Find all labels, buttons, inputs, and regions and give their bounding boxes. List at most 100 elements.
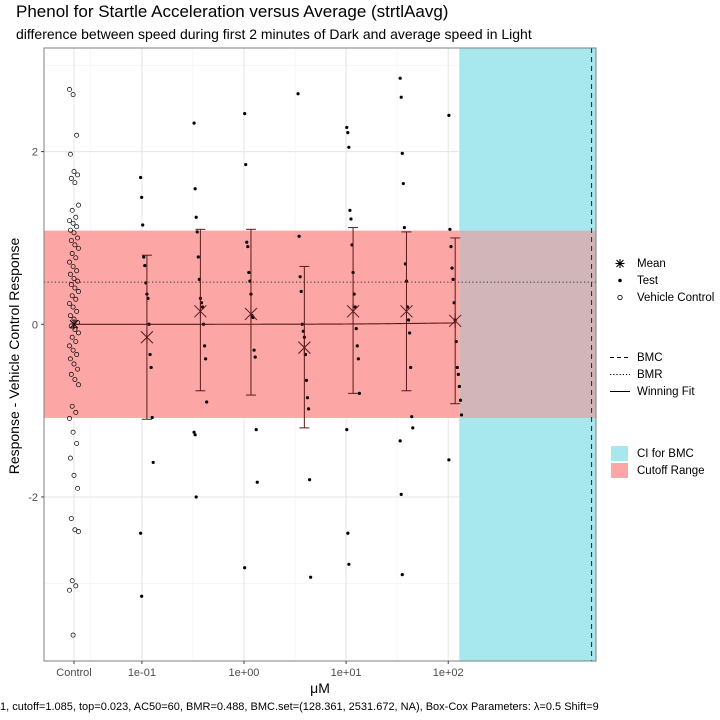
open-circle-icon — [617, 294, 623, 301]
plot-border — [43, 47, 597, 662]
test-point — [193, 433, 197, 437]
test-point — [447, 458, 451, 462]
test-point — [139, 175, 143, 180]
test-point — [304, 378, 309, 383]
test-point — [149, 365, 153, 370]
test-point — [244, 162, 248, 167]
test-point — [447, 113, 451, 117]
control-point — [70, 347, 76, 353]
winning-fit-curve — [74, 322, 456, 325]
legend-label-vehicle-control: Vehicle Control — [637, 291, 715, 304]
test-point — [448, 227, 452, 231]
control-point — [67, 313, 73, 319]
mean-marker — [400, 303, 413, 319]
test-point — [243, 566, 247, 570]
control-point — [68, 175, 74, 181]
control-point — [67, 301, 72, 307]
control-point — [71, 169, 77, 174]
control-point — [67, 86, 72, 92]
control-point — [72, 242, 78, 248]
test-point — [355, 344, 359, 348]
control-point — [73, 214, 79, 220]
test-point — [252, 348, 256, 352]
control-point — [67, 271, 73, 277]
test-point — [459, 413, 464, 417]
ci-swatch — [608, 445, 632, 462]
test-point — [406, 318, 411, 322]
test-point — [451, 277, 455, 281]
test-point — [400, 573, 404, 577]
control-point — [67, 218, 72, 224]
test-point — [306, 407, 311, 411]
test-point — [195, 230, 199, 234]
test-point — [245, 240, 249, 244]
x-axis-label: μM — [310, 680, 330, 696]
control-point — [67, 151, 73, 157]
legend-item-winning-fit: Winning Fit — [608, 383, 695, 400]
control-point — [71, 276, 77, 281]
control-point — [69, 403, 75, 409]
mean-marker — [244, 306, 258, 322]
test-point — [305, 396, 310, 400]
control-point — [67, 259, 72, 265]
control-point — [73, 296, 79, 302]
test-point — [347, 562, 351, 566]
x-tick-label: Control — [56, 667, 91, 679]
test-point — [458, 398, 463, 402]
control-point — [74, 308, 80, 314]
legend-label-winning-fit: Winning Fit — [637, 385, 695, 398]
control-point — [75, 278, 81, 284]
test-point — [456, 372, 460, 376]
test-point — [246, 244, 250, 249]
test-point — [253, 355, 257, 359]
test-point — [348, 208, 352, 212]
control-point — [72, 285, 78, 291]
test-point — [247, 270, 251, 275]
chart-subtitle: difference between speed during first 2 … — [16, 26, 532, 42]
dotted-line-icon — [610, 373, 630, 376]
control-point — [71, 230, 77, 236]
dashed-line-icon — [610, 356, 630, 359]
legend-label-bmr: BMR — [637, 368, 663, 381]
test-point — [140, 195, 144, 199]
test-point — [357, 391, 361, 395]
control-point — [68, 371, 74, 377]
legend-label-cutoff-range: Cutoff Range — [637, 464, 705, 477]
control-mean-marker — [69, 319, 79, 330]
control-point — [73, 339, 79, 344]
control-point — [67, 587, 72, 593]
test-point — [148, 352, 152, 357]
y-tick-label: 2 — [32, 147, 38, 159]
control-point — [70, 92, 76, 98]
control-point — [68, 516, 74, 521]
test-point — [455, 365, 459, 370]
x-tick-label: 1e+00 — [229, 667, 260, 679]
test-point — [142, 255, 146, 259]
legend-item-ci-for-bmc: CI for BMC — [608, 445, 694, 462]
test-point — [141, 223, 145, 227]
test-point — [205, 400, 209, 404]
control-point — [71, 361, 77, 367]
test-point — [140, 594, 144, 598]
control-point — [70, 304, 76, 310]
legend-item-test: Test — [608, 272, 658, 289]
legend-item-cutoff-range: Cutoff Range — [608, 462, 705, 479]
test-point — [410, 415, 414, 419]
control-point — [76, 245, 81, 251]
legend-item-mean: Mean — [608, 255, 666, 272]
control-point — [67, 415, 72, 421]
control-point — [73, 409, 79, 415]
control-point — [69, 251, 75, 256]
control-point — [72, 377, 78, 382]
control-point — [70, 263, 76, 269]
x-tick-label: 1e+02 — [433, 667, 464, 679]
test-point — [194, 215, 198, 219]
test-points — [139, 76, 464, 598]
test-point — [346, 531, 350, 535]
filled-dot-icon — [618, 278, 622, 283]
x-tick-label: 1e+01 — [331, 667, 362, 679]
test-point — [449, 244, 453, 249]
test-point — [243, 112, 247, 116]
test-point — [400, 151, 404, 155]
